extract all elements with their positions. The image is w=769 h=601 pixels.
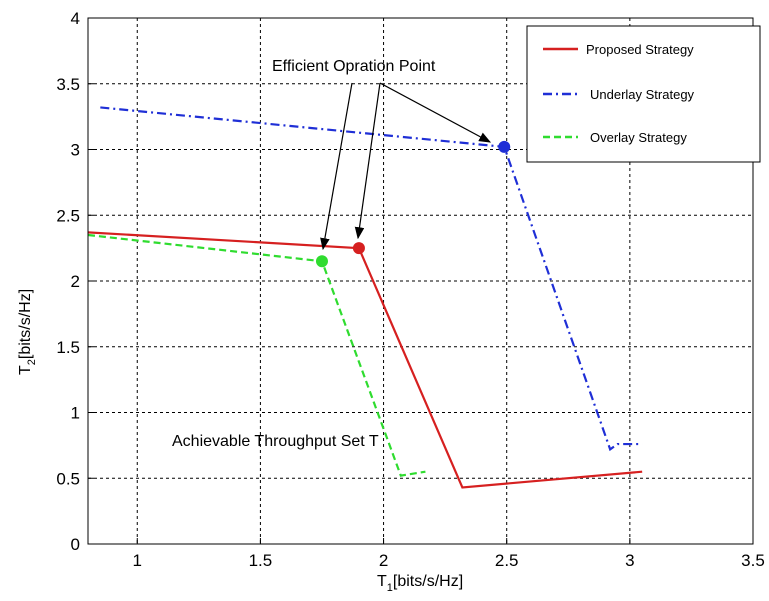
- arrow-to-underlay-point: [379, 82, 492, 143]
- annotation-achievable-set: Achievable Throughput Set T: [172, 433, 379, 450]
- tick-labels: 1 1.5 2 2.5 3 3.5 0 0.5 1 1.5 2 2.5 3 3.5 4: [56, 9, 764, 570]
- arrow-to-overlay-point: [320, 82, 353, 251]
- y-tick-label: 2.5: [56, 206, 80, 225]
- x-tick-label: 1: [133, 551, 142, 570]
- x-axis-label: T1[bits/s/Hz]: [377, 573, 463, 594]
- series-line-2: [87, 233, 426, 477]
- legend-label-proposed: Proposed Strategy: [586, 42, 694, 57]
- y-tick-label: 3: [71, 141, 80, 160]
- series-layer: [87, 106, 643, 489]
- arrow-to-proposed-point: [354, 82, 381, 240]
- y-tick-label: 1: [71, 404, 80, 423]
- x-tick-label: 2.5: [495, 551, 519, 570]
- efficient-point-marker: [315, 255, 328, 268]
- x-tick-label: 3: [625, 551, 634, 570]
- series-line-1: [100, 106, 643, 452]
- efficient-point-marker: [352, 242, 365, 255]
- legend-label-overlay: Overlay Strategy: [590, 130, 687, 145]
- legend-label-underlay: Underlay Strategy: [590, 87, 695, 102]
- legend: Proposed Strategy Underlay Strategy Over…: [526, 25, 761, 163]
- y-tick-label: 2: [71, 272, 80, 291]
- annotation-efficient-point: Efficient Opration Point: [272, 58, 436, 75]
- x-tick-label: 3.5: [741, 551, 765, 570]
- annotation-arrows: [320, 82, 492, 251]
- y-tick-label: 1.5: [56, 338, 80, 357]
- x-tick-label: 2: [379, 551, 388, 570]
- y-tick-label: 0.5: [56, 469, 80, 488]
- ticks: [88, 17, 754, 545]
- y-tick-label: 3.5: [56, 75, 80, 94]
- series-line-0: [87, 231, 643, 489]
- y-axis-label: T2[bits/s/Hz]: [17, 289, 38, 375]
- y-tick-label: 4: [71, 9, 80, 28]
- efficient-point-marker: [498, 140, 511, 153]
- efficient-points: [315, 140, 511, 268]
- x-tick-label: 1.5: [249, 551, 273, 570]
- y-tick-label: 0: [71, 535, 80, 554]
